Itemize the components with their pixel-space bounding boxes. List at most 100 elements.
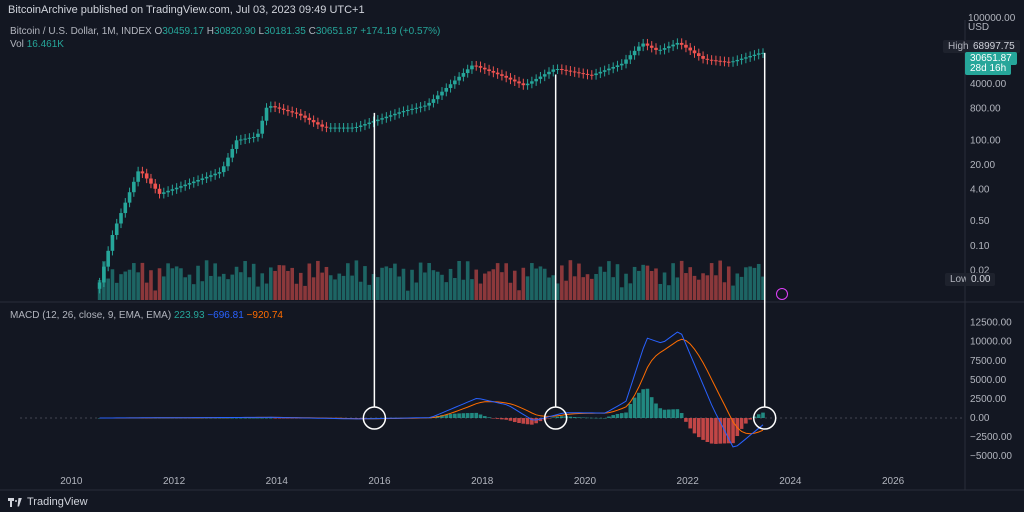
macd-histogram-bar xyxy=(290,418,295,419)
candle-body xyxy=(568,70,573,72)
volume-bar xyxy=(337,273,342,300)
candle-body xyxy=(358,125,363,127)
volume-bar xyxy=(260,273,265,300)
candle-body xyxy=(487,69,491,72)
volume-bar xyxy=(110,269,115,300)
volume-bar xyxy=(581,277,586,300)
symbol-legend[interactable]: Bitcoin / U.S. Dollar, 1M, INDEX O30459.… xyxy=(10,26,440,37)
macd-histogram-bar xyxy=(239,417,243,419)
volume-bar xyxy=(247,277,252,300)
candle-body xyxy=(538,76,543,79)
annotation-circle xyxy=(362,406,387,430)
macd-histogram-bar xyxy=(619,413,624,419)
close-label: C xyxy=(308,26,316,37)
volume-bar xyxy=(256,286,260,300)
footer[interactable]: TradingView xyxy=(8,496,88,508)
candle-body xyxy=(611,66,615,69)
candle-body xyxy=(457,76,461,81)
candle-body xyxy=(581,73,586,75)
footer-brand: TradingView xyxy=(27,496,88,508)
macd-axis-tick: 0.00 xyxy=(970,413,990,424)
volume-bar xyxy=(320,272,324,300)
candle-body xyxy=(453,80,457,85)
volume-bar xyxy=(551,275,556,300)
candle-body xyxy=(307,117,312,121)
candle-body xyxy=(684,44,688,48)
volume-bar xyxy=(380,267,384,300)
candle-body xyxy=(414,107,419,109)
macd-histogram-bar xyxy=(281,418,286,419)
candle-body xyxy=(671,44,675,47)
candle-body xyxy=(260,120,265,134)
macd-histogram-bar xyxy=(482,416,487,419)
high-badge-label: High xyxy=(943,40,974,53)
volume-bar xyxy=(748,266,752,300)
candle-body xyxy=(500,74,504,76)
last-price-badge: 30651.87 xyxy=(965,52,1017,65)
candle-body xyxy=(478,66,483,68)
macd-histogram-bar xyxy=(209,417,213,419)
volume-legend[interactable]: Vol 16.461K xyxy=(10,39,64,50)
volume-bar xyxy=(213,263,217,300)
candle-body xyxy=(388,115,393,117)
candle-body xyxy=(679,42,684,45)
candle-body xyxy=(375,119,380,122)
candle-body xyxy=(410,108,414,110)
candle-body xyxy=(363,124,367,126)
volume-bar xyxy=(418,262,423,300)
grid xyxy=(0,20,1024,491)
alert-icon[interactable] xyxy=(776,288,788,300)
candle-body xyxy=(726,61,731,63)
volume-bar xyxy=(217,276,222,300)
volume-bar xyxy=(487,271,491,300)
macd-histogram-bar xyxy=(465,413,470,419)
macd-histogram-bar xyxy=(230,417,235,419)
time-axis-tick: 2010 xyxy=(60,476,83,487)
macd-histogram-bar xyxy=(538,418,543,422)
candle-body xyxy=(123,202,128,214)
candle-body xyxy=(714,60,718,62)
volume-bar xyxy=(714,275,718,300)
macd-histogram-bar xyxy=(551,417,556,419)
open-value: 30459.17 xyxy=(162,26,204,37)
volume-bar xyxy=(688,267,693,300)
volume-bar xyxy=(333,279,337,300)
volume-bar xyxy=(136,272,140,300)
macd-legend[interactable]: MACD (12, 26, close, 9, EMA, EMA) 223.93… xyxy=(10,310,283,321)
volume-bar xyxy=(230,274,235,300)
volume-bar xyxy=(692,275,697,300)
candle-body xyxy=(384,116,389,119)
macd-histogram-bar xyxy=(645,388,650,419)
macd-histogram-bar xyxy=(654,403,658,419)
candle-body xyxy=(217,172,222,174)
candle-body xyxy=(427,102,431,106)
macd-histogram-bar xyxy=(448,414,453,419)
candle-body xyxy=(294,112,299,114)
candle-body xyxy=(204,176,209,179)
candle-body xyxy=(675,42,680,45)
volume-bar xyxy=(346,263,350,300)
candle-body xyxy=(718,60,722,62)
close-value: 30651.87 xyxy=(315,26,358,37)
macd-histogram-bar xyxy=(264,417,269,419)
candle-body xyxy=(350,127,354,129)
candle-body xyxy=(628,55,633,60)
volume-bar xyxy=(307,263,312,300)
macd-panel xyxy=(97,331,765,448)
volume-bar xyxy=(162,276,166,300)
volume-bar xyxy=(264,283,269,300)
candle-body xyxy=(688,47,693,51)
candle-body xyxy=(739,58,744,60)
candle-body xyxy=(667,46,671,49)
macd-histogram-bar xyxy=(594,417,598,419)
volume-bar xyxy=(632,266,637,300)
price-axis-tick: 4.00 xyxy=(970,184,990,195)
volume-bar xyxy=(482,273,487,300)
symbol-name: Bitcoin / U.S. Dollar, 1M, INDEX xyxy=(10,26,152,37)
volume-bar xyxy=(560,265,564,300)
volume-bar xyxy=(410,269,414,300)
volume-bar xyxy=(200,281,205,300)
macd-histogram-bar xyxy=(470,412,474,419)
macd-histogram-bar xyxy=(221,417,226,419)
